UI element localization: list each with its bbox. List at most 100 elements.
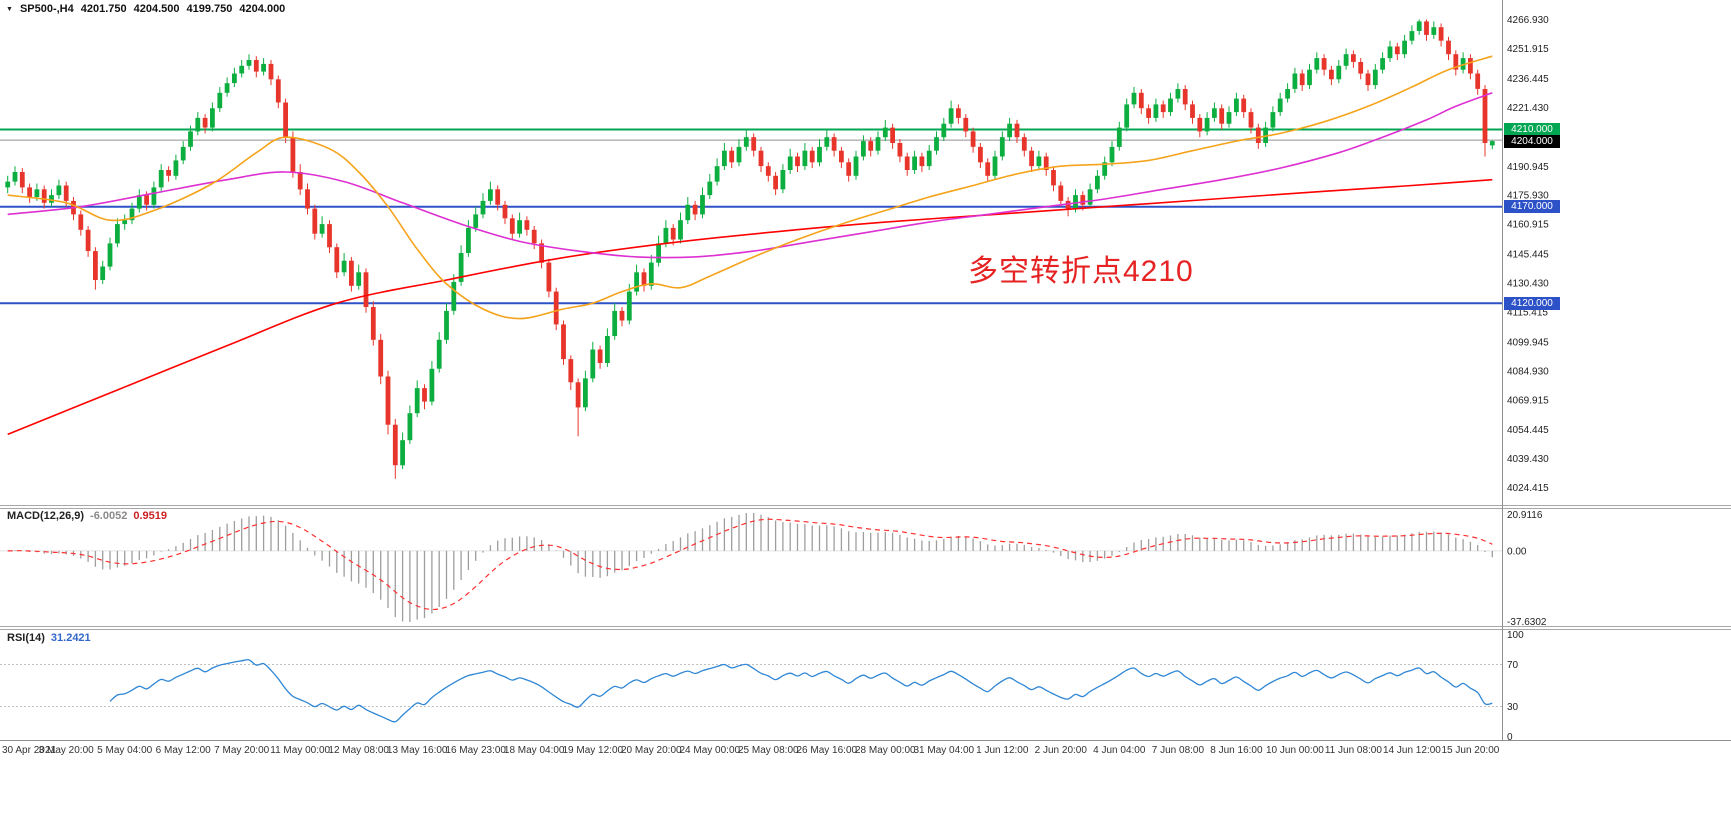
candle xyxy=(85,229,91,251)
candle xyxy=(546,262,552,292)
price-tick: 4099.945 xyxy=(1507,337,1549,348)
date-label: 1 Jun 12:00 xyxy=(976,745,1029,756)
price-tick: 4266.930 xyxy=(1507,15,1549,26)
price-axis[interactable]: 4266.930 4251.915 4236.445 4221.430 4190.945… xyxy=(1507,15,1549,494)
candle xyxy=(1153,104,1159,118)
candle xyxy=(861,141,866,157)
candle xyxy=(1021,137,1027,151)
macd-signal-value: 0.9519 xyxy=(133,510,167,522)
candle xyxy=(1043,156,1049,170)
candle xyxy=(1190,104,1195,118)
candle xyxy=(539,243,544,263)
candle xyxy=(363,272,369,307)
price-tag-4170[interactable]: 4170.000 xyxy=(1504,200,1560,214)
price-tick: 4054.445 xyxy=(1507,425,1549,436)
candle xyxy=(524,220,530,230)
candle xyxy=(795,156,800,167)
candle xyxy=(1014,123,1020,138)
candle xyxy=(1299,73,1305,86)
candle xyxy=(846,162,852,176)
candle xyxy=(839,150,844,163)
candle xyxy=(985,162,991,176)
candle xyxy=(107,243,113,267)
candle xyxy=(963,117,969,132)
date-label: 28 May 00:00 xyxy=(855,745,916,756)
candle xyxy=(56,185,62,196)
price-tick: 4130.430 xyxy=(1507,279,1549,290)
candle xyxy=(531,229,537,244)
candle xyxy=(758,150,764,167)
candle xyxy=(685,204,691,221)
rsi-panel[interactable]: 100 70 30 0 xyxy=(0,630,1524,743)
price-tick: 4069.915 xyxy=(1507,395,1549,406)
candle xyxy=(1226,112,1232,124)
candle xyxy=(583,378,588,408)
date-label: 8 Jun 16:00 xyxy=(1210,745,1263,756)
annotation-text[interactable]: 多空转折点4210 xyxy=(968,255,1194,288)
candle xyxy=(1036,156,1042,167)
ohlc-high: 4204.500 xyxy=(133,3,180,15)
candle xyxy=(1321,58,1327,70)
candle xyxy=(422,388,427,402)
candle xyxy=(853,156,859,176)
candle xyxy=(1138,92,1144,109)
chart-title: ▼ SP500-,H4 4201.750 4204.500 4199.750 4… xyxy=(6,3,285,16)
candle xyxy=(817,146,822,163)
price-tag-4120[interactable]: 4120.000 xyxy=(1504,296,1560,310)
candle xyxy=(970,131,976,147)
price-tick: 4251.915 xyxy=(1507,44,1549,55)
candle xyxy=(590,349,596,379)
ma-slow-line xyxy=(7,178,1493,436)
candle xyxy=(400,440,405,466)
candle xyxy=(1007,123,1012,138)
date-label: 13 May 16:00 xyxy=(387,745,448,756)
candle xyxy=(1051,170,1056,186)
candle xyxy=(809,150,815,163)
candle xyxy=(319,224,325,234)
candle xyxy=(378,339,384,377)
candle xyxy=(444,310,449,340)
date-label: 6 May 12:00 xyxy=(156,745,211,756)
candle xyxy=(1168,98,1173,113)
candle xyxy=(283,102,288,138)
candle xyxy=(1468,58,1473,74)
date-label: 2 Jun 20:00 xyxy=(1035,745,1088,756)
candle xyxy=(743,137,749,147)
candle xyxy=(1394,46,1400,55)
candle xyxy=(773,175,778,190)
candle xyxy=(1416,21,1422,31)
candle xyxy=(224,83,230,93)
candle xyxy=(151,187,157,205)
candle xyxy=(700,195,705,215)
candle xyxy=(999,137,1005,157)
date-label: 10 Jun 00:00 xyxy=(1266,745,1324,756)
candle xyxy=(5,181,11,188)
rsi-tick: 30 xyxy=(1507,702,1519,713)
price-tag-4210[interactable]: 4210.000 xyxy=(1504,123,1560,136)
candle xyxy=(787,156,793,170)
candle xyxy=(1109,146,1115,163)
price-tick: 4145.445 xyxy=(1507,250,1549,261)
horizontal-lines-layer[interactable] xyxy=(0,128,1502,305)
date-label: 20 May 20:00 xyxy=(621,745,682,756)
macd-name: MACD(12,26,9) xyxy=(7,510,85,522)
date-label: 3 May 20:00 xyxy=(39,745,94,756)
candle xyxy=(678,220,683,240)
candle xyxy=(1204,117,1210,132)
candle xyxy=(232,73,237,84)
candle xyxy=(188,131,193,147)
price-tag-last-price[interactable]: 4204.000 xyxy=(1504,134,1560,148)
price-tick: 4221.430 xyxy=(1507,103,1549,114)
candle xyxy=(356,272,362,286)
candle xyxy=(729,150,735,163)
macd-panel[interactable]: 20.9116 0.00 -37.6302 xyxy=(0,510,1547,628)
candle xyxy=(495,189,501,205)
candle xyxy=(473,214,479,228)
candle xyxy=(195,117,201,132)
candle xyxy=(1241,98,1247,113)
candle xyxy=(1402,40,1407,55)
candle xyxy=(305,189,310,209)
price-tick: 4190.945 xyxy=(1507,162,1549,173)
